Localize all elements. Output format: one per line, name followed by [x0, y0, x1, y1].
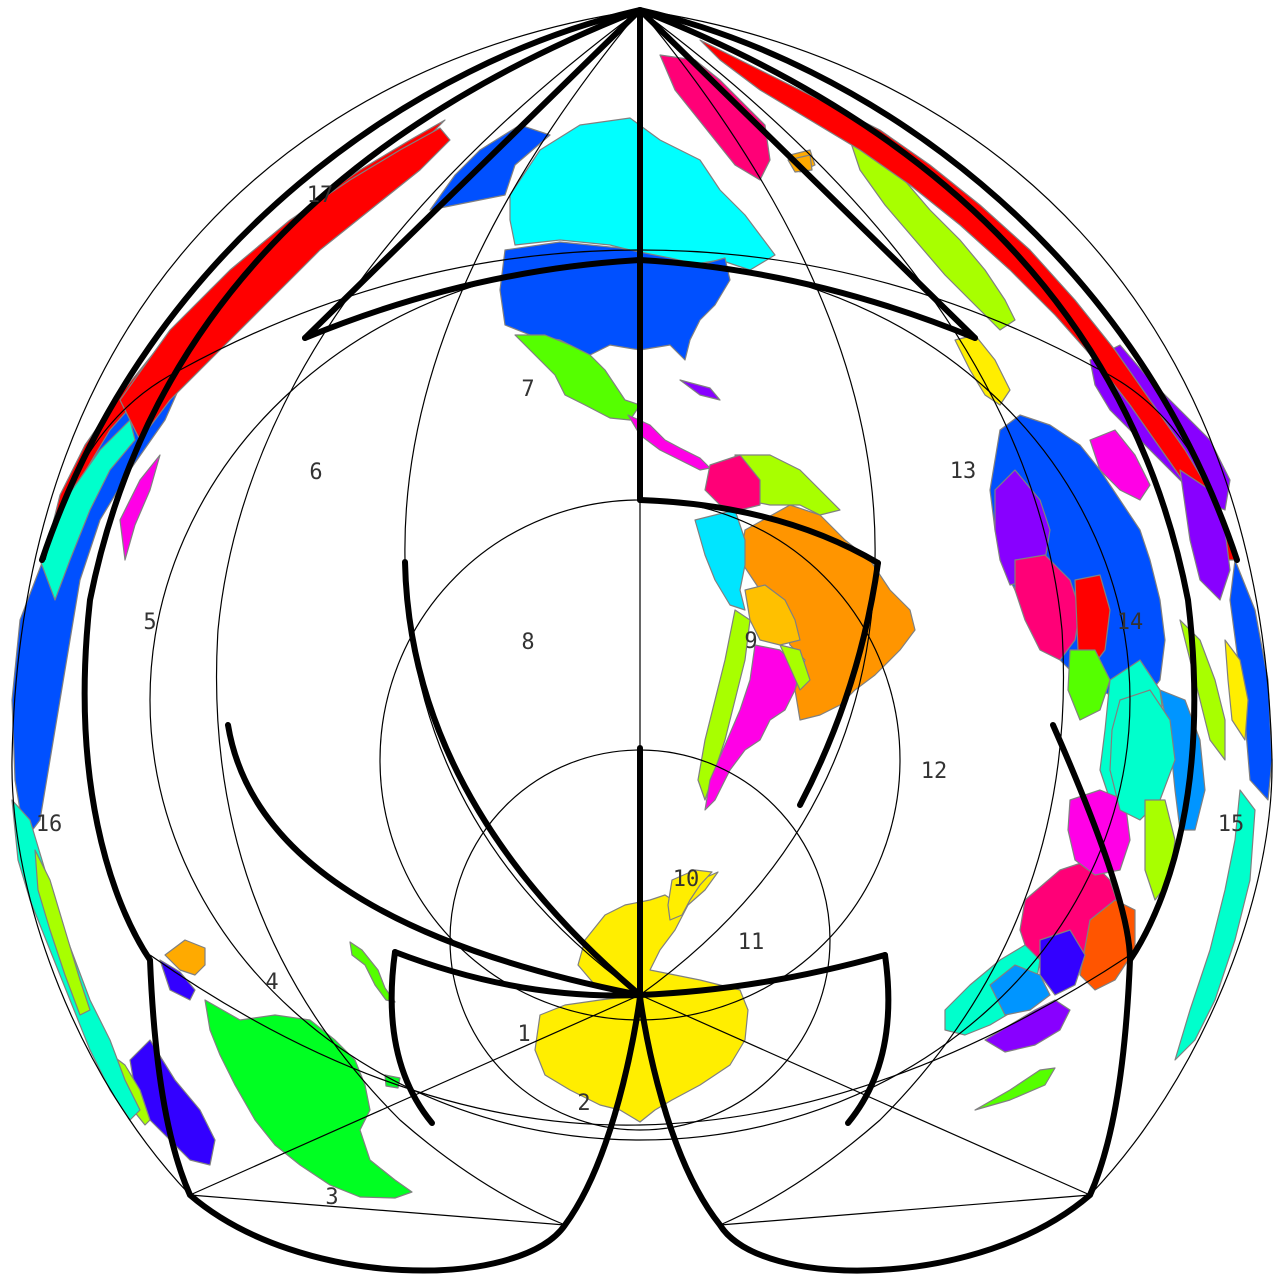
zone-label-5: 5	[143, 610, 156, 635]
zone-label-13: 13	[950, 459, 977, 484]
new-zealand	[349, 941, 396, 1003]
border-inner-right-top	[637, 497, 881, 566]
africa-south-blue	[989, 964, 1051, 1016]
border-outer-top-left	[39, 7, 643, 563]
europe-right-yellow	[954, 334, 1011, 406]
zone-label-3: 3	[325, 1185, 338, 1210]
zone-label-12: 12	[921, 759, 948, 784]
new-guinea	[164, 939, 206, 976]
graticule-arc-lower	[149, 954, 1131, 1126]
madagascar	[974, 1067, 1056, 1111]
east-africa-lime	[1144, 799, 1176, 901]
border-right-2	[637, 7, 1198, 1274]
peru	[694, 509, 746, 611]
asia-right-teal	[1174, 789, 1256, 1061]
border-outer-top-right	[637, 7, 1240, 563]
mexico	[514, 334, 641, 421]
zone-label-2: 2	[577, 1091, 590, 1116]
border-right-spoke	[797, 560, 881, 808]
zone-label-6: 6	[309, 460, 322, 485]
zone-label-17: 17	[307, 183, 334, 208]
europe-right-lime	[849, 139, 1016, 331]
graticule-outline	[11, 9, 1273, 1226]
asia-right-blue	[1229, 559, 1273, 801]
antarctic-peninsula	[667, 869, 713, 921]
zone-label-11: 11	[738, 930, 765, 955]
zone-label-15: 15	[1218, 812, 1245, 837]
asia-left-teal	[39, 419, 136, 601]
caribbean-cuba	[679, 379, 721, 401]
africa-green	[1067, 649, 1111, 721]
border-lower-left-loop	[388, 949, 435, 1126]
zone-label-10: 10	[673, 867, 700, 892]
border-lower-right-loop	[845, 952, 892, 1126]
zone-label-16: 16	[36, 812, 63, 837]
zone-label-8: 8	[521, 630, 534, 655]
africa-south-purple	[984, 999, 1071, 1053]
russia-top-left	[119, 127, 451, 441]
border-left-outer	[225, 722, 643, 998]
indonesia-islands	[159, 959, 196, 1001]
asia-left-magenta	[119, 454, 161, 561]
australia	[204, 999, 413, 1199]
africa-mid-violet	[1039, 929, 1086, 996]
border-left-2	[81, 7, 643, 1274]
graticule-meridian-left-2	[215, 9, 641, 1226]
zone-borders	[39, 7, 1240, 1274]
border-left-inner	[402, 559, 643, 998]
africa-central	[1014, 554, 1081, 661]
zone-label-7: 7	[521, 377, 534, 402]
border-left-3	[302, 7, 643, 341]
zone-label-14: 14	[1117, 610, 1144, 635]
bolivia	[744, 584, 801, 646]
border-right-3	[637, 7, 978, 341]
zone-label-9: 9	[744, 629, 757, 654]
border-right-outer	[1050, 722, 1133, 963]
asia-left-lime	[34, 849, 91, 1016]
zone-label-1: 1	[517, 1022, 530, 1047]
asia-right-gold	[1224, 639, 1249, 741]
colombia	[704, 454, 761, 511]
zone-labels: 1 2 3 4 5 6 7 8 9 10 11 12 13 14 15 16 1…	[36, 183, 1245, 1210]
middle-east-magenta	[1089, 429, 1151, 501]
paraguay-uruguay	[779, 644, 811, 691]
zone-label-4: 4	[265, 970, 278, 995]
graticule-meridian-right-2	[639, 9, 1065, 1226]
asia-left-south	[11, 799, 141, 1121]
